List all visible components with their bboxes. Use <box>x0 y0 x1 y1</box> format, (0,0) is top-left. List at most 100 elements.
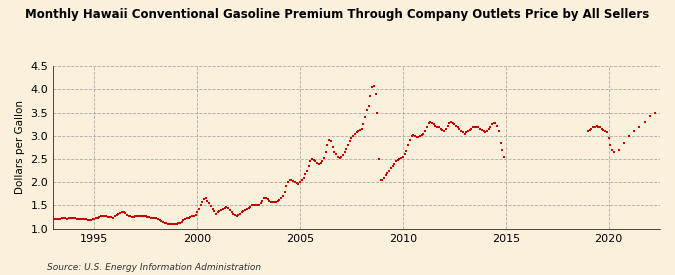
Point <box>135 213 146 218</box>
Point <box>163 221 173 226</box>
Point <box>264 199 275 203</box>
Point <box>634 124 645 129</box>
Point <box>365 94 376 99</box>
Point <box>202 199 213 203</box>
Point <box>190 213 201 217</box>
Point <box>391 159 402 164</box>
Point <box>418 131 429 136</box>
Point <box>446 120 456 124</box>
Text: Monthly Hawaii Conventional Gasoline Premium Through Company Outlets Price by Al: Monthly Hawaii Conventional Gasoline Pre… <box>26 8 649 21</box>
Point <box>178 218 189 222</box>
Point <box>416 133 427 137</box>
Point <box>74 217 84 222</box>
Point <box>265 200 276 204</box>
Point <box>353 129 364 133</box>
Point <box>167 222 178 226</box>
Point <box>277 194 288 198</box>
Point <box>146 215 157 220</box>
Point <box>96 214 107 218</box>
Point <box>116 210 127 214</box>
Point <box>430 123 441 128</box>
Point <box>402 143 413 147</box>
Point <box>183 215 194 220</box>
Point <box>55 217 65 221</box>
Point <box>406 134 417 138</box>
Point <box>98 213 109 218</box>
Point <box>382 171 393 175</box>
Point <box>639 120 650 124</box>
Point <box>425 120 435 124</box>
Point <box>614 148 624 152</box>
Point <box>649 111 660 115</box>
Point <box>206 204 217 208</box>
Point <box>356 127 367 131</box>
Point <box>375 178 386 182</box>
Point <box>414 134 425 138</box>
Point <box>346 136 357 140</box>
Point <box>338 153 348 158</box>
Point <box>254 202 265 207</box>
Point <box>589 124 600 129</box>
Point <box>99 213 110 218</box>
Point <box>144 215 155 219</box>
Point <box>362 108 373 112</box>
Point <box>243 205 254 210</box>
Point <box>332 155 343 159</box>
Point <box>462 129 473 133</box>
Point <box>603 136 614 140</box>
Point <box>195 203 206 208</box>
Point <box>90 216 101 221</box>
Point <box>84 218 95 222</box>
Point <box>49 217 60 221</box>
Point <box>591 123 602 128</box>
Point <box>461 130 472 134</box>
Point <box>65 216 76 220</box>
Point <box>321 150 331 154</box>
Point <box>115 211 126 216</box>
Point <box>319 156 329 160</box>
Point <box>156 219 167 223</box>
Point <box>140 214 151 218</box>
Point <box>75 217 86 222</box>
Point <box>137 213 148 218</box>
Point <box>399 152 410 156</box>
Point <box>213 210 223 214</box>
Point <box>401 148 412 153</box>
Point <box>497 148 508 152</box>
Point <box>370 92 381 96</box>
Point <box>471 124 482 129</box>
Point <box>80 217 91 222</box>
Point <box>283 180 294 185</box>
Point <box>344 139 355 144</box>
Point <box>369 84 379 88</box>
Point <box>586 127 597 131</box>
Point <box>618 141 629 145</box>
Point <box>599 129 610 133</box>
Point <box>302 169 313 173</box>
Point <box>236 210 247 214</box>
Point <box>286 178 297 182</box>
Point <box>483 127 494 131</box>
Point <box>443 121 454 125</box>
Point <box>363 103 374 108</box>
Point <box>296 178 307 182</box>
Point <box>464 128 475 133</box>
Point <box>157 220 168 224</box>
Point <box>186 214 197 218</box>
Point <box>458 130 468 134</box>
Point <box>126 214 137 219</box>
Point <box>377 178 387 182</box>
Point <box>331 152 342 156</box>
Point <box>216 208 227 212</box>
Point <box>408 133 418 137</box>
Point <box>207 207 218 211</box>
Point <box>78 217 89 222</box>
Point <box>279 189 290 194</box>
Point <box>629 129 640 133</box>
Point <box>294 180 305 185</box>
Point <box>306 157 317 161</box>
Point <box>209 209 219 213</box>
Point <box>281 184 292 188</box>
Point <box>303 164 314 168</box>
Point <box>597 127 608 131</box>
